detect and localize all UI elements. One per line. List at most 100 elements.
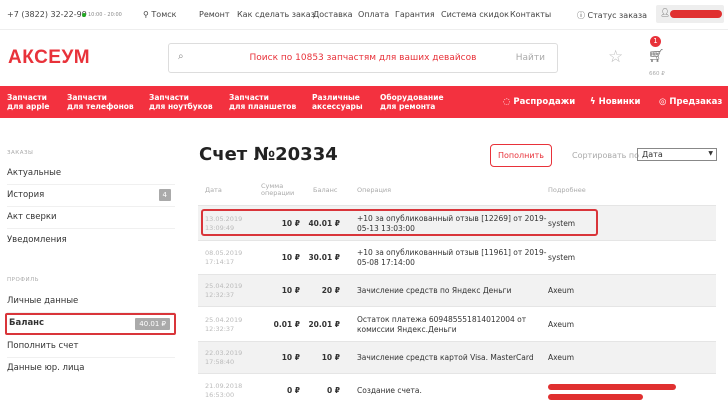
favorites-star-icon[interactable]: ☆ xyxy=(608,47,624,67)
search-button[interactable]: Найти xyxy=(515,53,545,63)
nav-tablet-parts[interactable]: Запчасти для планшетов xyxy=(229,93,296,111)
table-row: 08.05.2019 17:14:17 10 ₽ 30.01 ₽ +10 за опуб… xyxy=(198,240,716,274)
nav-label: Оборудование xyxy=(380,93,444,102)
nav-label: Запчасти xyxy=(149,93,189,102)
piggy-bank-icon: ◌ xyxy=(503,97,511,107)
link-delivery[interactable]: Доставка xyxy=(313,10,353,19)
nav-label: для ремонта xyxy=(380,102,436,111)
nav-label: Различные xyxy=(312,93,360,102)
info-icon: ⓘ xyxy=(577,11,585,20)
redacted-details xyxy=(548,393,643,400)
phone-link[interactable]: +7 (3822) 32-22-99 xyxy=(7,10,87,19)
city-selector[interactable]: ⚲ Томск xyxy=(143,10,176,19)
nav-label: для планшетов xyxy=(229,102,297,111)
profile-section-title: ПРОФИЛЬ xyxy=(7,277,40,283)
row-details: Axeum xyxy=(548,319,575,329)
nav-label: аксессуары xyxy=(312,102,363,111)
sidebar-item-personal[interactable]: Личные данные xyxy=(7,291,175,313)
cart-total: 660 ₽ xyxy=(649,71,665,77)
row-operation: Остаток платежа 609485551814012004 от ко… xyxy=(357,314,527,334)
search-input[interactable]: ⌕ Поиск по 10853 запчастям для ваших дев… xyxy=(168,43,558,73)
link-discounts[interactable]: Система скидок xyxy=(441,10,509,19)
nav-label: Запчасти xyxy=(67,93,107,102)
col-balance: Баланс xyxy=(313,186,338,194)
row-date: 25.04.2019 xyxy=(205,282,243,290)
nav-equipment[interactable]: Оборудование для ремонта xyxy=(380,93,444,111)
topup-button[interactable]: Пополнить xyxy=(490,144,552,167)
row-sum: 0.01 ₽ xyxy=(273,319,300,329)
table-row: 25.04.2019 12:32:37 10 ₽ 20 ₽ Зачисление сре… xyxy=(198,274,716,306)
col-details: Подробнее xyxy=(548,186,586,194)
row-time: 16:53:00 xyxy=(205,390,235,399)
nav-label: Запчасти xyxy=(7,93,47,102)
row-balance: 30.01 ₽ xyxy=(308,253,340,262)
nav-preorder[interactable]: ◎ Предзаказ xyxy=(659,97,722,107)
row-details: system xyxy=(548,253,576,262)
sidebar-item-topup[interactable]: Пополнить счет xyxy=(7,336,175,358)
nav-label: Распродажи xyxy=(513,97,576,107)
dropdown-arrow-icon: ▼ xyxy=(708,150,713,157)
nav-phone-parts[interactable]: Запчасти для телефонов xyxy=(67,93,134,111)
page-title: Счет №20334 xyxy=(199,144,338,165)
nav-accessories[interactable]: Различные аксессуары xyxy=(312,93,363,111)
row-sum: 0 ₽ xyxy=(286,385,300,395)
sidebar-item-label: Данные юр. лица xyxy=(7,363,85,373)
highlight-row-frame xyxy=(201,209,598,236)
col-sum-line1: Сумма xyxy=(261,182,284,190)
sidebar-item-history[interactable]: История 4 xyxy=(7,185,175,207)
sidebar-item-balance[interactable]: Баланс 40.01 ₽ xyxy=(5,313,176,335)
search-placeholder: Поиск по 10853 запчастям для ваших девай… xyxy=(249,53,477,63)
col-operation: Операция xyxy=(357,186,392,194)
cart-icon[interactable]: 🛒︎ xyxy=(648,49,665,64)
city-label: Томск xyxy=(151,10,177,19)
nav-label: для телефонов xyxy=(67,102,134,111)
top-bar: +7 (3822) 32-22-99 10:00 - 20:00 ⚲ Томск… xyxy=(0,0,728,30)
row-date: 22.03.2019 xyxy=(205,349,243,357)
history-count-badge: 4 xyxy=(158,189,171,201)
preorder-icon: ◎ xyxy=(659,97,667,107)
sidebar-item-label: Уведомления xyxy=(7,235,67,245)
nav-sales[interactable]: ◌ Распродажи xyxy=(503,97,575,107)
col-date: Дата xyxy=(205,186,222,194)
nav-laptop-parts[interactable]: Запчасти для ноутбуков xyxy=(149,93,213,111)
sidebar-item-notifications[interactable]: Уведомления xyxy=(7,230,175,252)
sidebar-item-label: Личные данные xyxy=(7,296,79,306)
orders-section-title: ЗАКАЗЫ xyxy=(7,150,34,156)
row-time: 12:32:37 xyxy=(205,291,235,299)
link-repair[interactable]: Ремонт xyxy=(199,10,230,19)
nav-label: Новинки xyxy=(598,97,641,107)
redacted-username xyxy=(670,10,722,18)
sort-select[interactable]: Дата ▼ xyxy=(637,148,717,161)
logo[interactable]: АКСЕУМ xyxy=(8,47,91,68)
table-row: 25.04.2019 12:32:37 0.01 ₽ 20.01 ₽ Остаток п… xyxy=(198,306,716,341)
col-sum-line2: операции xyxy=(261,189,295,197)
sidebar-item-current[interactable]: Актуальные xyxy=(7,163,175,185)
link-contacts[interactable]: Контакты xyxy=(510,10,552,19)
sidebar-item-label: Акт сверки xyxy=(7,212,57,222)
link-how-to-order[interactable]: Как сделать заказ xyxy=(237,10,315,19)
sidebar-item-legal[interactable]: Данные юр. лица xyxy=(7,358,175,380)
cart-count-badge: 1 xyxy=(650,36,661,47)
link-warranty[interactable]: Гарантия xyxy=(395,10,435,19)
link-payment[interactable]: Оплата xyxy=(358,10,390,19)
row-balance: 40.01 ₽ xyxy=(308,218,340,228)
nav-new[interactable]: ϟ Новинки xyxy=(590,97,640,107)
location-pin-icon: ⚲ xyxy=(143,10,149,19)
row-sum: 10 ₽ xyxy=(281,253,300,262)
order-status-link[interactable]: ⓘ Статус заказа xyxy=(577,10,647,21)
sort-label: Сортировать по xyxy=(572,151,640,160)
row-balance: 20.01 ₽ xyxy=(308,319,340,329)
nav-label: Предзаказ xyxy=(669,97,723,107)
nav-apple-parts[interactable]: Запчасти для apple xyxy=(7,93,49,111)
row-sum: 10 ₽ xyxy=(281,218,300,228)
table-row: 22.03.2019 17:58:40 10 ₽ 10 ₽ Зачисление сре… xyxy=(198,341,716,373)
user-account-button[interactable]: 👤︎ xyxy=(656,5,724,23)
row-operation: +10 за опубликованный отзыв [11961] от 2… xyxy=(357,248,547,267)
row-date: 25.04.2019 xyxy=(205,315,243,324)
col-sum: Сумма операции xyxy=(261,183,294,197)
sidebar-item-label: Актуальные xyxy=(7,168,62,178)
balance-badge: 40.01 ₽ xyxy=(135,318,170,330)
sidebar-item-label: История xyxy=(7,190,45,200)
sidebar-item-reconciliation[interactable]: Акт сверки xyxy=(7,207,175,229)
row-operation: Зачисление средств по Яндекс Деньги xyxy=(357,286,512,295)
